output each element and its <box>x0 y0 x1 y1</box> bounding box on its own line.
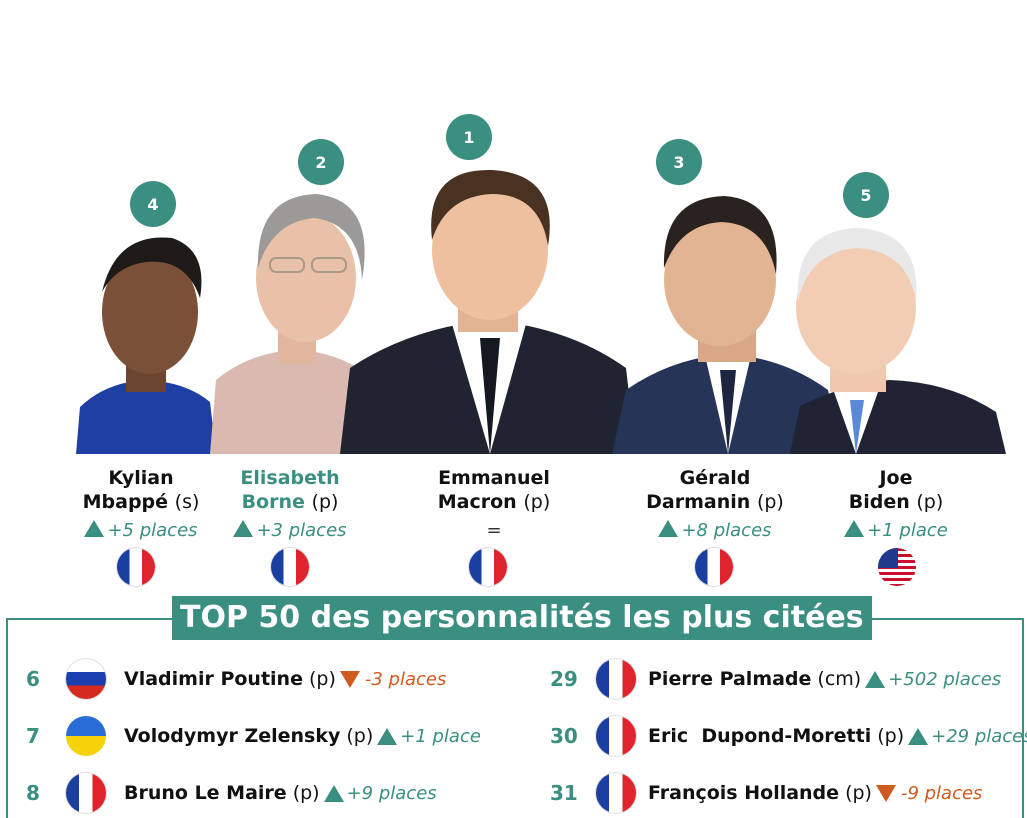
up-arrow-icon <box>844 520 865 537</box>
person-role: (p) <box>292 782 320 804</box>
name-macron: Emmanuel Macron (p) <box>437 467 551 513</box>
rank-badge-4: 4 <box>130 181 176 227</box>
rank-badge-1: 1 <box>446 114 492 160</box>
rank-change: +1 place <box>400 725 481 747</box>
up-arrow-icon <box>865 670 886 688</box>
up-arrow-icon <box>908 727 929 745</box>
usa-flag-icon <box>878 548 916 586</box>
person-name: Eric Dupond-Moretti <box>648 725 872 747</box>
delta-macron: = <box>486 520 502 541</box>
person-role: (p) <box>877 725 905 747</box>
france-flag-icon <box>66 773 106 813</box>
delta-borne: +3 places <box>216 520 364 541</box>
person-name: François Hollande <box>648 782 840 804</box>
list-item: 6 Vladimir Poutine (p) -3 places <box>26 659 446 699</box>
up-arrow-icon <box>84 520 105 537</box>
down-arrow-icon <box>875 784 896 802</box>
rank-number: 6 <box>26 667 40 691</box>
list-item: 30 Eric Dupond-Moretti (p) +29 places <box>550 716 1027 756</box>
rank-change: -3 places <box>364 668 447 690</box>
name-darmanin: Gérald Darmanin (p) <box>646 467 784 513</box>
delta-biden: +1 place <box>830 520 962 541</box>
list-item: 29 Pierre Palmade (cm) +502 places <box>550 659 1001 699</box>
france-flag-icon <box>271 548 309 586</box>
france-flag-icon <box>695 548 733 586</box>
list-item: 31 François Hollande (p) -9 places <box>550 773 982 813</box>
rank-change: +502 places <box>888 668 1002 690</box>
list-item: 7 Volodymyr Zelensky (p) +1 place <box>26 716 481 756</box>
rank-number: 29 <box>550 667 578 691</box>
portrait-biden <box>790 226 1006 454</box>
up-arrow-icon <box>377 727 398 745</box>
person-name: Volodymyr Zelensky <box>124 725 341 747</box>
person-name: Pierre Palmade <box>648 668 812 690</box>
portrait-darmanin <box>612 194 842 454</box>
france-flag-icon <box>596 659 636 699</box>
down-arrow-icon <box>339 670 360 688</box>
person-role: (cm) <box>817 668 862 690</box>
rank-number: 31 <box>550 781 578 805</box>
person-role: (p) <box>308 668 336 690</box>
ranking-title-banner: TOP 50 des personnalités les plus citées <box>172 596 872 640</box>
rank-badge-2: 2 <box>298 139 344 185</box>
person-name: Vladimir Poutine <box>124 668 303 690</box>
name-biden: Joe Biden (p) <box>848 467 944 513</box>
person-role: (p) <box>346 725 374 747</box>
up-arrow-icon <box>323 784 344 802</box>
delta-mbappe: +5 places <box>66 520 216 541</box>
rank-number: 7 <box>26 724 40 748</box>
name-borne: Elisabeth Borne (p) <box>240 467 340 513</box>
rank-change: -9 places <box>900 782 983 804</box>
person-name: Bruno Le Maire <box>124 782 287 804</box>
rank-change: +29 places <box>931 725 1027 747</box>
portrait-borne <box>210 190 380 454</box>
rank-number: 30 <box>550 724 578 748</box>
list-item: 8 Bruno Le Maire (p) +9 places <box>26 773 437 813</box>
portrait-macron <box>340 168 636 454</box>
podium: 4 2 1 3 5 <box>66 114 1006 586</box>
rank-change: +9 places <box>346 782 437 804</box>
france-flag-icon <box>117 548 155 586</box>
rank-number: 8 <box>26 781 40 805</box>
russia-flag-icon <box>66 659 106 699</box>
name-mbappe: Kylian Mbappé (s) <box>82 467 200 513</box>
rank-badge-5: 5 <box>843 172 889 218</box>
delta-darmanin: +8 places <box>630 520 800 541</box>
up-arrow-icon <box>233 520 254 537</box>
ukraine-flag-icon <box>66 716 106 756</box>
france-flag-icon <box>469 548 507 586</box>
france-flag-icon <box>596 773 636 813</box>
up-arrow-icon <box>658 520 679 537</box>
rank-badge-3: 3 <box>656 139 702 185</box>
portrait-mbappe <box>76 232 216 454</box>
france-flag-icon <box>596 716 636 756</box>
person-role: (p) <box>845 782 872 804</box>
